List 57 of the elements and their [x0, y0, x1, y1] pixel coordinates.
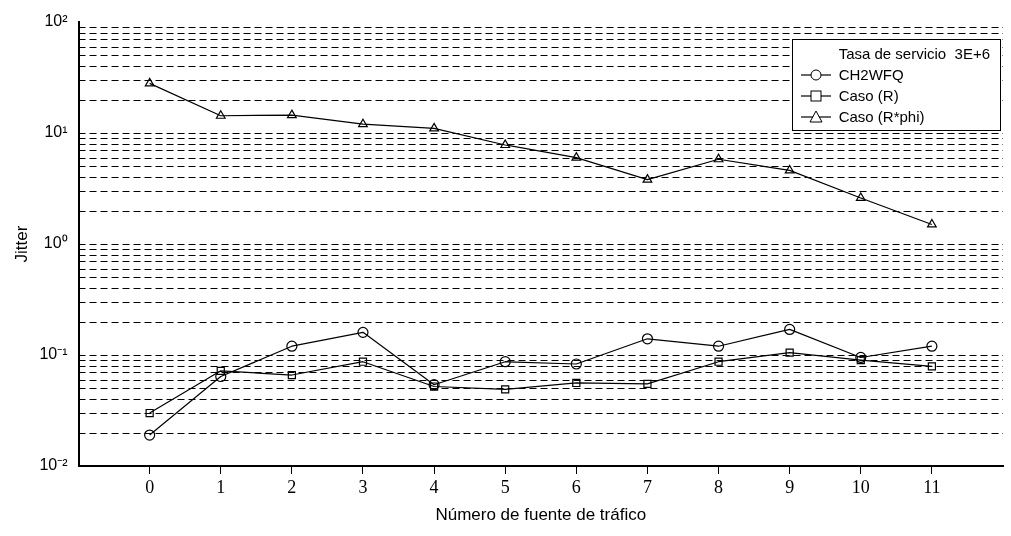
x-axis-title: Número de fuente de tráfico — [435, 505, 647, 525]
point — [144, 77, 155, 87]
point — [855, 351, 867, 364]
point — [713, 153, 724, 163]
point — [499, 356, 511, 368]
point — [855, 192, 866, 202]
x-tick-label: 10 — [851, 476, 870, 497]
y-tick-label: 10¹ — [44, 123, 68, 141]
point — [215, 110, 226, 119]
point — [500, 139, 511, 149]
x-tick-label: 3 — [358, 476, 368, 497]
point — [358, 357, 368, 366]
point — [357, 326, 369, 338]
y-tick-label: 10² — [44, 12, 69, 30]
legend-label: Caso (R*phi) — [838, 107, 925, 127]
y-tick-label: 10⁰ — [43, 234, 68, 252]
point — [215, 370, 227, 383]
y-axis-title: Jitter — [11, 225, 31, 263]
point — [216, 366, 225, 375]
x-tick-label: 6 — [571, 476, 581, 497]
point — [712, 340, 725, 352]
point — [785, 348, 794, 357]
point — [641, 333, 654, 345]
point — [570, 358, 582, 370]
point — [926, 340, 938, 352]
point — [144, 429, 156, 441]
point — [501, 385, 510, 394]
point — [714, 357, 723, 366]
legend-title: Tasa de servicio 3E+6 — [837, 44, 990, 64]
point — [287, 370, 296, 380]
legend-label: CH2WFQ — [838, 65, 904, 85]
legend-label: Caso (R) — [838, 86, 899, 106]
point — [642, 174, 653, 183]
x-tick-label: 4 — [429, 476, 439, 497]
x-tick-label: 2 — [287, 476, 297, 497]
x-tick-label: 9 — [785, 476, 795, 497]
point — [145, 408, 154, 418]
x-tick-label: 5 — [500, 476, 510, 497]
point — [286, 109, 297, 119]
point — [856, 355, 865, 365]
y-tick-label: 10⁻¹ — [39, 345, 68, 363]
x-tick-label: 7 — [642, 476, 652, 497]
point — [926, 218, 937, 228]
point — [571, 152, 582, 161]
point — [643, 379, 652, 388]
x-tick-label: 8 — [714, 476, 724, 497]
point — [784, 323, 796, 336]
point — [286, 340, 298, 352]
point — [572, 378, 581, 388]
x-tick-label: 0 — [145, 476, 155, 497]
y-tick-label: 10⁻² — [39, 456, 69, 474]
point — [927, 362, 937, 371]
point — [784, 164, 795, 174]
point — [358, 118, 368, 128]
x-tick-label: 11 — [923, 476, 941, 497]
point — [429, 122, 440, 132]
x-tick-label: 1 — [216, 476, 226, 497]
